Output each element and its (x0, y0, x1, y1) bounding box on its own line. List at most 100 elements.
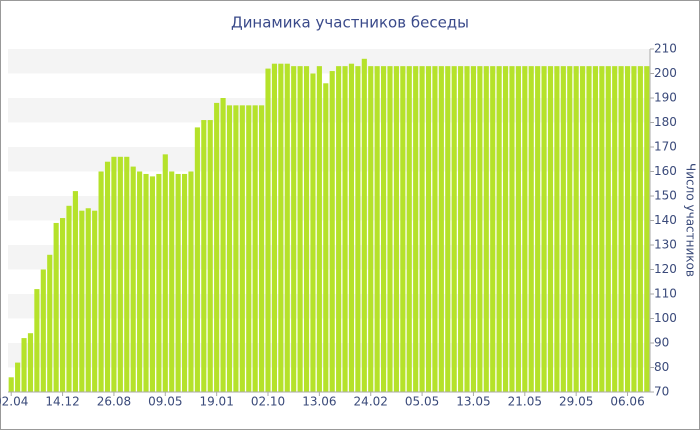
bar (631, 66, 637, 393)
bar (181, 173, 188, 392)
bar (124, 156, 130, 392)
bar (252, 105, 258, 392)
grid-band (8, 98, 650, 123)
bar (406, 66, 412, 393)
bar (400, 66, 406, 393)
x-tick-label: 14.12 (45, 395, 79, 409)
bar (547, 66, 554, 393)
bar (15, 362, 21, 392)
bar (348, 63, 355, 392)
y-tick-label: 150 (654, 189, 677, 203)
bar (265, 68, 271, 392)
bar (483, 66, 489, 393)
x-tick-label: 05.05 (405, 395, 439, 409)
bar (34, 289, 40, 392)
bar (111, 156, 117, 392)
bar (188, 171, 194, 392)
bar (393, 66, 399, 393)
bar (226, 105, 233, 392)
y-tick-label: 100 (654, 311, 677, 325)
bar (98, 171, 104, 392)
bar (92, 210, 98, 392)
bar (66, 205, 72, 392)
bar (72, 191, 78, 392)
bar (194, 127, 200, 393)
bar (220, 98, 226, 392)
bar (169, 171, 175, 392)
grid-band (8, 196, 650, 221)
bar (425, 66, 432, 393)
bar (374, 66, 380, 393)
bar (303, 66, 310, 393)
bar (246, 105, 252, 392)
bar (175, 173, 181, 392)
bar (541, 66, 547, 393)
bar (104, 161, 111, 392)
bar (381, 66, 387, 393)
y-tick-label: 210 (654, 42, 677, 56)
bar (445, 66, 451, 393)
x-tick-label: 21.05 (508, 395, 542, 409)
x-tick-label: 13.06 (302, 395, 336, 409)
bar (490, 66, 496, 393)
bar (137, 171, 143, 392)
grid-band (8, 147, 650, 172)
x-tick-label: 02.10 (251, 395, 285, 409)
bar (413, 66, 419, 393)
bar (387, 66, 393, 393)
x-tick-label: 24.02 (354, 395, 388, 409)
grid-band (8, 343, 650, 368)
bar (130, 166, 136, 392)
bar (586, 66, 592, 393)
grid-band (8, 294, 650, 319)
bar (496, 66, 502, 393)
bar (528, 66, 534, 393)
grid-band (8, 245, 650, 270)
bar (214, 102, 220, 393)
bar (259, 105, 265, 392)
bar (522, 66, 528, 393)
bar (470, 66, 477, 393)
bar (605, 66, 611, 393)
bar (316, 66, 322, 393)
bar (560, 66, 566, 393)
x-tick-label: 26.08 (97, 395, 131, 409)
bar (464, 66, 470, 393)
bar (239, 105, 245, 392)
bar (438, 66, 444, 393)
bar (21, 338, 27, 392)
y-tick-label: 110 (654, 287, 677, 301)
bar (323, 83, 329, 393)
bar (271, 63, 277, 392)
bar (355, 66, 361, 393)
bar (361, 58, 367, 393)
bar (40, 269, 46, 392)
y-tick-label: 170 (654, 140, 677, 154)
bar (509, 66, 515, 393)
bar (233, 105, 239, 392)
y-tick-label: 120 (654, 262, 677, 276)
y-tick-label: 140 (654, 213, 677, 227)
y-tick-label: 80 (654, 360, 669, 374)
bar (278, 63, 284, 392)
bar (535, 66, 541, 393)
bar (592, 66, 598, 393)
bar (310, 73, 316, 392)
x-tick-label: 02.04 (0, 395, 28, 409)
bar (27, 333, 34, 392)
y-tick-label: 190 (654, 91, 677, 105)
bar (432, 66, 438, 393)
bar (419, 66, 425, 393)
bar (297, 66, 303, 393)
y-tick-label: 180 (654, 115, 677, 129)
bar (162, 154, 168, 392)
bar (53, 222, 59, 392)
bar (143, 173, 149, 392)
x-tick-label: 13.05 (456, 395, 490, 409)
bar (515, 66, 521, 393)
bar (644, 66, 650, 393)
bar (618, 66, 624, 393)
bar (612, 66, 618, 393)
bar (8, 377, 14, 392)
